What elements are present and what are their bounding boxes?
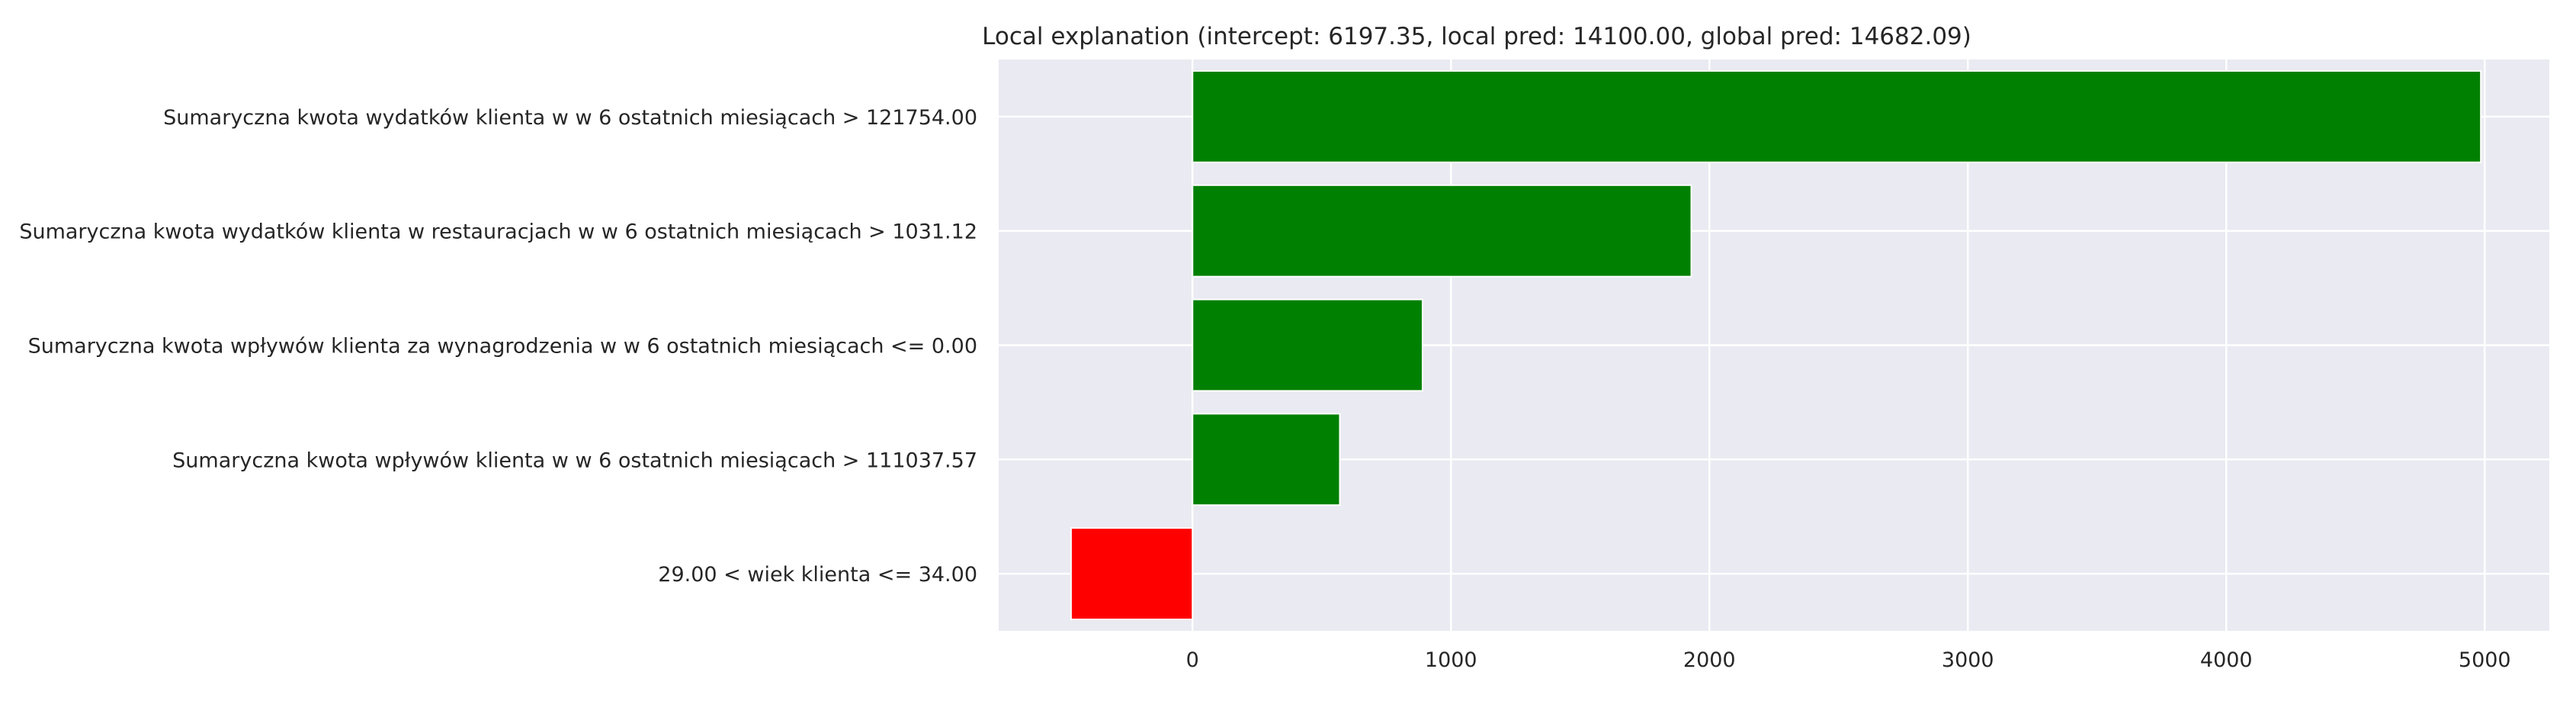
x-tick-labels: 0 1000 2000 3000 4000 5000 <box>1186 648 2511 672</box>
bar-3 <box>1192 413 1341 506</box>
chart-title: Local explanation (intercept: 6197.35, l… <box>982 23 1971 50</box>
category-label-4: 29.00 < wiek klienta <= 34.00 <box>658 563 977 587</box>
x-tick-label: 3000 <box>1942 648 1994 672</box>
x-tick-label: 1000 <box>1425 648 1477 672</box>
category-labels: Sumaryczna kwota wydatków klienta w w 6 … <box>19 106 977 587</box>
category-label-1: Sumaryczna kwota wydatków klienta w rest… <box>19 220 977 244</box>
x-tick-label: 4000 <box>2200 648 2253 672</box>
bar-4 <box>1070 527 1194 621</box>
category-label-0: Sumaryczna kwota wydatków klienta w w 6 … <box>163 106 977 130</box>
bars <box>1070 69 2482 621</box>
x-tick-label: 2000 <box>1683 648 1736 672</box>
x-tick-label: 5000 <box>2459 648 2511 672</box>
bar-0 <box>1192 69 2482 163</box>
bar-1 <box>1192 184 1692 278</box>
x-tick-label: 0 <box>1186 648 1199 672</box>
category-label-3: Sumaryczna kwota wpływów klienta w w 6 o… <box>172 449 977 472</box>
category-label-2: Sumaryczna kwota wpływów klienta za wyna… <box>28 335 977 359</box>
bar-2 <box>1192 298 1423 392</box>
